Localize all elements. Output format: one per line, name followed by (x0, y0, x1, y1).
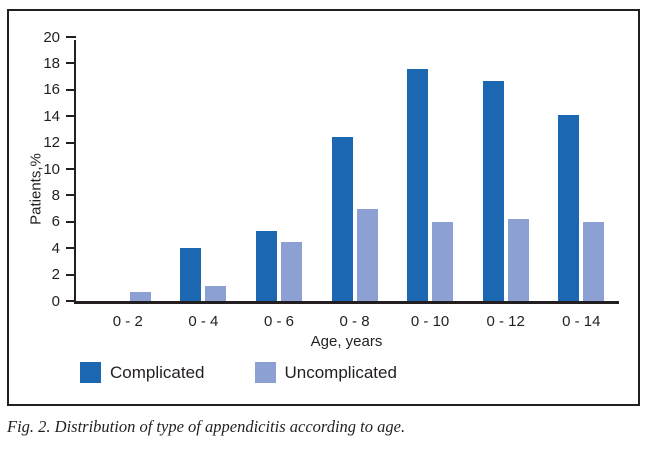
y-tick-mark (66, 273, 76, 276)
y-axis-tick: 2 (4, 267, 76, 283)
bar-groups: 0 - 2 0 - 4 0 - 6 0 - 8 0 - 10 0 - 12 0 - 14 (90, 40, 619, 330)
y-tick-label: 20 (43, 28, 60, 46)
y-tick-label: 12 (43, 134, 60, 152)
bar-group: 0 - 4 (166, 40, 242, 330)
category-label: 0 - 10 (410, 313, 450, 330)
legend-label: Uncomplicated (284, 362, 397, 382)
y-tick-mark (66, 220, 76, 223)
y-axis-tick: 18 (4, 55, 76, 71)
y-axis-tick: 8 (4, 187, 76, 203)
category-label: 0 - 12 (486, 313, 525, 330)
y-tick-label: 10 (43, 160, 60, 178)
bar-complicated (180, 248, 202, 301)
y-tick-label: 16 (43, 81, 60, 99)
y-tick-label: 14 (43, 107, 60, 125)
bar-uncomplicated (583, 221, 605, 301)
legend-swatch (254, 362, 276, 383)
y-axis-tick: 16 (4, 82, 76, 98)
y-tick-mark (66, 300, 76, 302)
legend: Complicated Uncomplicated (80, 362, 397, 383)
bar-group: 0 - 14 (543, 40, 619, 330)
x-axis-title: Age, years (310, 333, 383, 350)
y-tick-label: 18 (43, 54, 60, 72)
category-label: 0 - 14 (562, 313, 601, 330)
bar-complicated (482, 80, 504, 301)
bar-group: 0 - 8 (317, 40, 393, 330)
legend-swatch (80, 362, 101, 383)
bar-complicated (331, 137, 353, 301)
bar-group: 0 - 10 (392, 40, 468, 330)
y-tick-mark (66, 168, 76, 170)
y-axis-tick: 20 (4, 29, 76, 45)
y-tick-mark (66, 247, 76, 250)
y-axis-tick: 14 (4, 108, 76, 124)
y-axis-tick: 12 (4, 135, 76, 151)
y-tick-mark (66, 115, 76, 118)
bar-uncomplicated (280, 241, 302, 301)
figure-caption: Fig. 2. Distribution of type of appendic… (7, 417, 406, 436)
bar-group: 0 - 12 (468, 40, 544, 330)
y-tick-label: 8 (51, 186, 60, 204)
bar-complicated (407, 68, 429, 301)
y-axis-tick: 4 (4, 240, 76, 256)
category-label: 0 - 2 (112, 313, 143, 330)
legend-item: Complicated (80, 362, 205, 383)
bar-group: 0 - 6 (241, 40, 317, 330)
legend-label: Complicated (110, 362, 205, 382)
y-tick-mark (66, 141, 76, 144)
bar-uncomplicated (432, 221, 454, 301)
legend-item: Uncomplicated (254, 362, 397, 383)
y-tick-label: 6 (51, 213, 60, 231)
bar-uncomplicated (129, 291, 151, 301)
category-label: 0 - 6 (263, 313, 294, 330)
y-tick-mark (66, 88, 76, 91)
y-tick-label: 2 (51, 266, 60, 284)
category-label: 0 - 8 (339, 313, 370, 330)
bar-group: 0 - 2 (90, 40, 166, 330)
bar-uncomplicated (205, 286, 227, 301)
bar-complicated (558, 114, 580, 301)
y-tick-mark (66, 36, 76, 38)
bar-uncomplicated (356, 208, 378, 301)
y-axis-tick: 10 (4, 161, 76, 177)
y-tick-label: 4 (51, 239, 60, 257)
y-axis-tick: 0 (4, 293, 76, 309)
category-label: 0 - 4 (188, 313, 219, 330)
y-axis-tick: 6 (4, 214, 76, 230)
y-tick-label: 0 (51, 292, 60, 310)
bar-uncomplicated (507, 219, 529, 301)
bar-complicated (255, 231, 277, 301)
y-tick-mark (66, 62, 76, 65)
y-tick-mark (66, 194, 76, 197)
